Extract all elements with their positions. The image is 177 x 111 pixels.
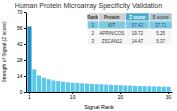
y-tick-label: 42: [17, 41, 23, 47]
x-tick-label: 1: [28, 94, 31, 100]
table-cell: [98, 29, 125, 37]
chart: Human Protein Microarray Specificity Val…: [0, 0, 177, 111]
table-header-text: Z score: [129, 15, 146, 20]
y-tick-mark: [24, 28, 26, 29]
table-cell-text: 37.71: [155, 23, 167, 28]
table-cell-text: 1: [92, 23, 95, 28]
x-tick-label: 20: [118, 94, 124, 100]
table-cell-text: 5.37: [156, 39, 165, 44]
bar: [61, 82, 65, 92]
table-cell: [98, 37, 125, 45]
bar: [56, 81, 60, 92]
table-cell: [125, 29, 149, 37]
table-cell-text: 5.25: [156, 31, 165, 36]
bar: [138, 86, 142, 92]
y-tick-mark: [24, 76, 26, 77]
y-axis-line: [26, 13, 27, 93]
table-cell-text: 3: [92, 39, 95, 44]
y-tick-label: 70: [17, 9, 23, 15]
table-header-cell: [87, 13, 98, 21]
y-tick-label: 28: [17, 57, 23, 63]
bar: [99, 84, 103, 92]
y-tick: 70: [17, 9, 26, 15]
table-header-text: Protein: [104, 15, 120, 20]
bar: [42, 78, 46, 92]
table-header-text: S score: [152, 15, 169, 20]
bar: [128, 86, 132, 92]
table-header-cell: [149, 13, 172, 21]
table-cell: [125, 37, 149, 45]
table-cell: [87, 29, 98, 37]
bar: [104, 85, 108, 92]
y-axis-title: Strength of Signal (Z score): [1, 21, 7, 82]
bar: [85, 84, 89, 92]
bar: [95, 84, 99, 92]
bar: [47, 79, 51, 92]
y-tick: 0: [20, 89, 26, 95]
bar: [90, 84, 94, 92]
bar: [37, 75, 41, 92]
table-cell-text: 19.72: [132, 31, 144, 36]
x-tick-label: 10: [70, 94, 76, 100]
table-cell-text: ZSCAN12: [102, 39, 123, 44]
x-tick: 1: [28, 92, 31, 100]
table-cell-text: 14.47: [132, 39, 144, 44]
bar: [71, 83, 75, 92]
y-tick: 56: [17, 25, 26, 31]
bar: [162, 87, 166, 92]
y-tick-mark: [24, 92, 26, 93]
table-cell-text: APRIN/COS: [99, 31, 124, 36]
y-tick: 28: [17, 57, 26, 63]
bar: [119, 85, 123, 92]
bar: [109, 85, 113, 92]
bar: [147, 86, 151, 92]
bar: [27, 26, 31, 92]
y-tick-mark: [24, 12, 26, 13]
x-axis-title: Signal Rank: [84, 104, 114, 110]
table-header-text: Rank: [87, 15, 99, 20]
table-cell: [87, 21, 98, 29]
x-tick-label: 30: [166, 94, 172, 100]
x-axis: 1 10 20 30: [27, 92, 173, 100]
bar: [133, 86, 137, 92]
bar: [32, 69, 36, 92]
bar: [152, 86, 156, 92]
table-cell-text: 57.43: [132, 23, 144, 28]
title: Human Protein Microarray Specificity Val…: [15, 2, 162, 10]
table-cell-text: 2: [92, 31, 95, 36]
bar: [114, 85, 118, 92]
y-tick-label: 14: [17, 73, 23, 79]
bar: [66, 82, 70, 92]
bar: [80, 83, 84, 92]
y-tick-mark: [24, 60, 26, 61]
table: Rank Protein Z score S score 1 KIT 57.43 37.71 2…: [87, 13, 172, 45]
y-tick-mark: [24, 44, 26, 45]
table-cell: [149, 29, 172, 37]
table-cell: [98, 21, 125, 29]
table-cell-text: KIT: [108, 23, 115, 28]
table-cell: [87, 37, 98, 45]
y-tick: 42: [17, 41, 26, 47]
table-cell: [149, 21, 172, 29]
x-axis-line: [27, 92, 173, 93]
table-header-cell: [125, 13, 149, 21]
y-axis: 0 14 28 42 56 70: [17, 9, 27, 95]
x-tick: 20: [118, 92, 124, 100]
y-tick-label: 0: [20, 89, 23, 95]
bar: [75, 83, 79, 92]
plot-area: 1 10 20 30 0 14 28 42 56 70 Rank Protein Z score S sc…: [17, 9, 173, 100]
table-cell: [149, 37, 172, 45]
y-tick: 14: [17, 73, 26, 79]
x-tick: 30: [166, 92, 172, 100]
y-tick-label: 56: [17, 25, 23, 31]
x-tick: 10: [70, 92, 76, 100]
bar: [166, 87, 170, 92]
bar: [143, 86, 147, 92]
bar: [51, 80, 55, 92]
table-cell: [125, 21, 149, 29]
table-header-cell: [98, 13, 125, 21]
bar: [157, 87, 161, 92]
bar: [123, 85, 127, 92]
